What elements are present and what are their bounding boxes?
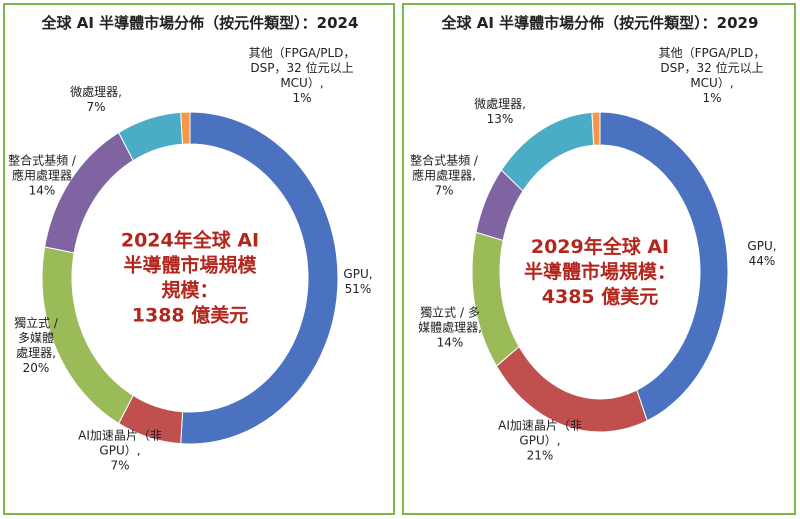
center-text: 半導體市場規模 (123, 254, 257, 277)
center-text: 半導體市場規模： (524, 260, 676, 283)
value-label: 20% (23, 361, 50, 375)
donut-segment (591, 111, 601, 146)
center-text: 2029年全球 AI (531, 235, 669, 258)
value-label: 7% (434, 184, 453, 198)
value-label: 21% (527, 449, 554, 463)
segment-label: GPU, (343, 267, 372, 281)
center-text: 規模： (161, 279, 218, 302)
segment-label: GPU, (747, 239, 776, 253)
center-text: 4385 億美元 (542, 285, 659, 308)
segment-label: 獨立式 /多媒體處理器, (14, 315, 59, 360)
segment-label: 微處理器, (70, 85, 122, 99)
value-label: 1% (292, 91, 311, 105)
value-label: 14% (29, 184, 56, 198)
donut-segment (180, 111, 339, 445)
segment-label: AI加速晶片（非 GPU）, (78, 429, 162, 458)
value-label: 7% (86, 100, 105, 114)
value-label: 51% (345, 282, 372, 296)
chart-title: 全球 AI 半導體市場分佈（按元件類型）：2024 (41, 14, 359, 32)
segment-label: 微處理器, (474, 97, 526, 111)
panel-right (402, 3, 796, 515)
segment-label: 其他（FPGA/PLD， DSP，32 位元以上 MCU）, (659, 46, 766, 90)
segment-label: 整合式基頻 /應用處理器 (8, 153, 77, 183)
center-text: 1388 億美元 (132, 304, 249, 327)
segment-label: 獨立式 / 多媒體處理器, (418, 305, 482, 335)
chart-title: 全球 AI 半導體市場分佈（按元件類型）：2029 (441, 14, 759, 32)
segment-label: 其他（FPGA/PLD， DSP，32 位元以上 MCU）, (249, 46, 356, 90)
center-text: 2024年全球 AI (121, 229, 259, 252)
value-label: 7% (110, 459, 129, 473)
value-label: 14% (437, 336, 464, 350)
segment-label: 整合式基頻 /應用處理器, (410, 153, 479, 183)
value-label: 1% (702, 91, 721, 105)
donut-segment (180, 111, 191, 145)
value-label: 44% (749, 254, 776, 268)
value-label: 13% (487, 112, 514, 126)
segment-label: AI加速晶片（非 GPU）, (498, 419, 582, 448)
